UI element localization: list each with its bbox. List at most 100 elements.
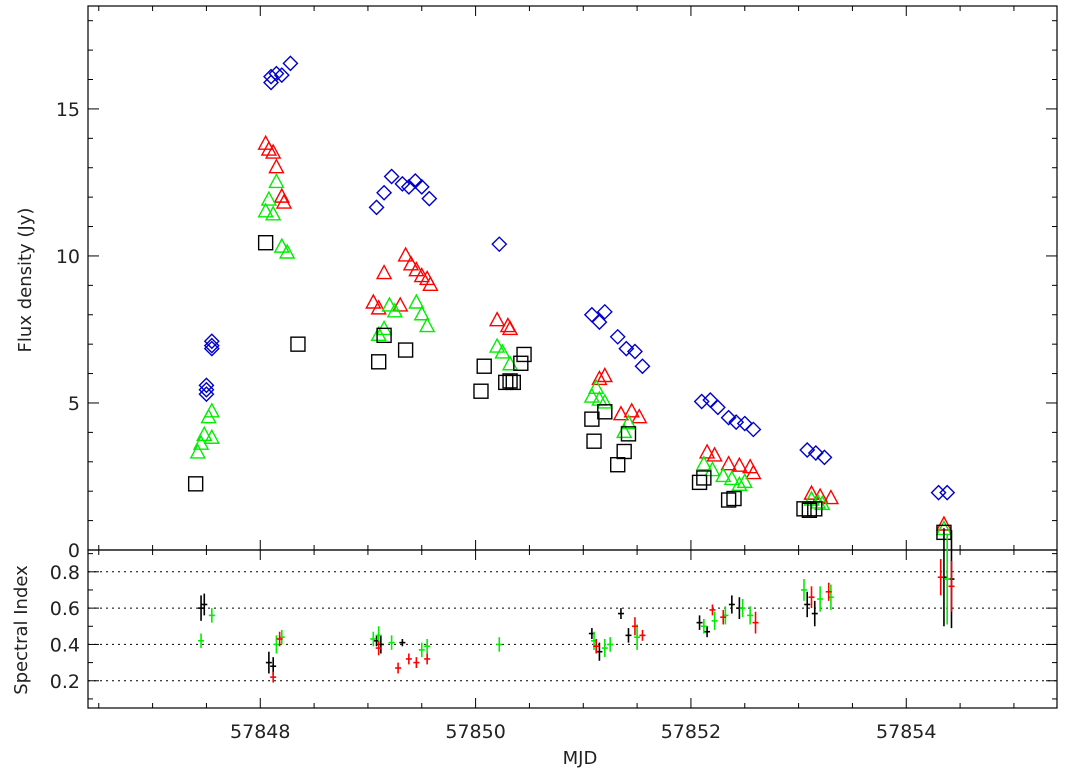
y-tick-label: 0.2 [50, 671, 80, 693]
flux-point-triangle [623, 402, 640, 418]
y-tick-label: 10 [56, 246, 80, 268]
flux-point-triangle [736, 472, 753, 489]
flux-point-diamond [626, 343, 643, 360]
flux-point-diamond [745, 421, 762, 438]
flux-point-diamond [273, 67, 290, 84]
flux-point-triangle [612, 405, 630, 421]
flux-point-triangle [501, 319, 519, 336]
spectral-index-axis-title: Spectral Index [11, 565, 32, 695]
flux-point-square [597, 404, 613, 420]
spectral-series [198, 533, 951, 658]
flux-point-triangle [375, 264, 393, 280]
x-tick-label: 57848 [230, 721, 290, 743]
flux-point-diamond [203, 333, 220, 350]
flux-point-triangle [196, 425, 213, 442]
flux-point-triangle [418, 317, 436, 333]
flux-point-triangle [591, 369, 608, 386]
flux-density-axis-title: Flux density (Jy) [15, 208, 36, 353]
flux-point-square [516, 346, 532, 363]
y-tick-label: 5 [68, 393, 80, 415]
flux-point-triangle [268, 158, 285, 174]
spectral-panel-frame [87, 549, 1058, 709]
flux-point-triangle [501, 355, 519, 371]
flux-point-diamond [383, 168, 400, 185]
flux-point-diamond [413, 178, 430, 195]
flux-point-triangle [631, 408, 648, 424]
flux-point-diamond [394, 175, 411, 192]
flux-point-square [586, 433, 602, 449]
y-tick-label: 15 [56, 99, 80, 121]
x-tick-label: 57852 [661, 721, 721, 743]
flux-point-square [505, 374, 521, 391]
flux-point-triangle [494, 343, 511, 359]
y-tick-label: 0.6 [50, 598, 80, 620]
flux-point-square [397, 342, 414, 358]
flux-point-diamond [939, 484, 956, 501]
flux-point-diamond [807, 444, 824, 461]
flux-point-diamond [198, 386, 215, 403]
flux-point-diamond [368, 199, 385, 216]
flux-point-square [376, 327, 392, 344]
flux-point-diamond [618, 340, 635, 357]
flux-point-square [691, 474, 708, 491]
flux-point-square [290, 336, 306, 352]
flux-point-square [616, 443, 632, 460]
x-tick-label: 57850 [445, 721, 505, 743]
flux-point-diamond [720, 409, 737, 426]
flux-point-diamond [421, 190, 438, 207]
flux-point-square [187, 476, 204, 492]
flux-series-triangle [189, 172, 953, 536]
flux-point-diamond [816, 449, 833, 466]
flux-point-square [371, 354, 387, 370]
flux-point-triangle [189, 443, 206, 459]
flux-point-triangle [268, 172, 285, 189]
x-tick-label: 57854 [876, 721, 936, 743]
flux-point-triangle [265, 205, 282, 221]
flux-point-diamond [400, 178, 417, 195]
flux-point-square [807, 501, 823, 517]
flux-point-diamond [709, 399, 726, 416]
flux-point-triangle [402, 255, 420, 271]
flux-point-triangle [706, 446, 723, 462]
flux-point-square [584, 411, 600, 427]
flux-point-triangle [381, 296, 398, 312]
flux-point-triangle [203, 428, 220, 444]
flux-point-triangle [745, 464, 762, 480]
flux-point-square [473, 383, 489, 399]
flux-point-diamond [693, 393, 710, 410]
mjd-axis-title: MJD [563, 748, 598, 769]
flux-point-triangle [935, 515, 953, 531]
flux-point-triangle [370, 299, 387, 315]
flux-point-diamond [198, 381, 215, 398]
flux-point-square [513, 355, 529, 371]
flux-point-triangle [273, 237, 290, 253]
flux-point-triangle [260, 190, 278, 206]
flux-point-triangle [695, 455, 713, 471]
flux-point-diamond [268, 65, 285, 82]
flux-point-triangle [596, 393, 613, 409]
flux-point-diamond [263, 74, 280, 91]
flux-point-triangle [803, 484, 820, 500]
flux-point-square [726, 490, 742, 507]
flux-point-triangle [273, 187, 290, 203]
flux-point-triangle [265, 143, 282, 159]
flux-series-diamond [198, 55, 956, 501]
flux-point-triangle [715, 467, 732, 483]
flux-series-triangle [257, 134, 953, 531]
flux-point-triangle [422, 275, 439, 292]
flux-point-square [610, 457, 626, 473]
flux-point-triangle [488, 311, 506, 327]
flux-density-panel: 0 5 10 15 [56, 5, 1058, 562]
flux-series-square [187, 235, 952, 541]
flux-point-triangle [386, 302, 404, 318]
spectral-index-panel: 57848 57850 57852 57854 0.2 0.4 0.6 0.8 [50, 528, 1058, 743]
flux-point-triangle [588, 378, 605, 394]
flux-point-triangle [488, 337, 506, 353]
flux-point-square [476, 358, 492, 374]
y-tick-label: 0.4 [50, 634, 80, 656]
flux-point-triangle [203, 402, 220, 418]
flux-point-diamond [634, 358, 651, 375]
flux-point-diamond [491, 236, 508, 253]
y-tick-label: 0.8 [50, 562, 80, 584]
